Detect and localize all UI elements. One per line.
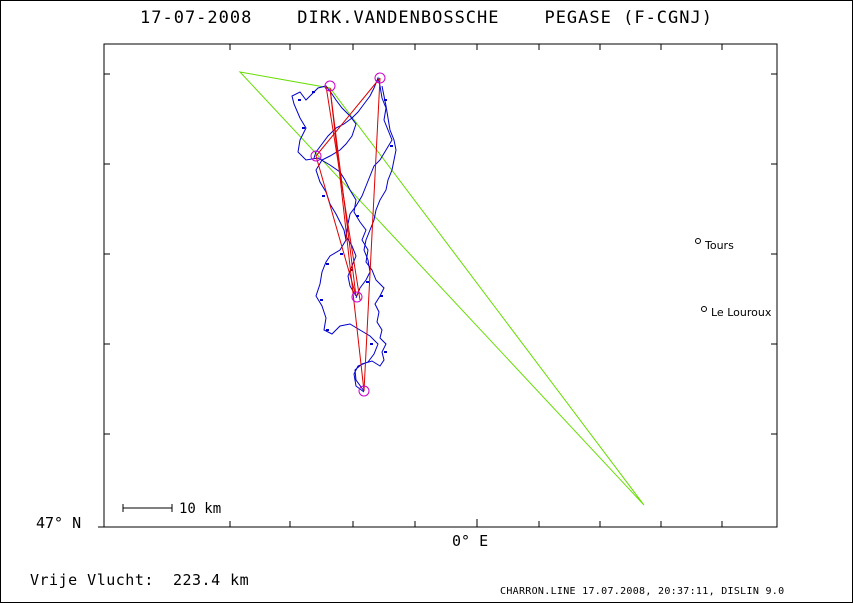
turnpoint-marker — [351, 291, 363, 303]
axis-ticks — [98, 44, 777, 528]
map-frame — [103, 43, 778, 528]
place-marker-le-louroux — [701, 306, 707, 312]
course-legs — [315, 77, 381, 392]
place-marker-tours — [695, 238, 701, 244]
flight-title: 17-07-2008 DIRK.VANDENBOSSCHE PEGASE (F-… — [140, 8, 713, 28]
place-label-le-louroux: Le Louroux — [711, 306, 772, 319]
turnpoint-marker — [310, 150, 322, 162]
footer-info: CHARRON.LINE 17.07.2008, 20:37:11, DISLI… — [500, 586, 785, 597]
fai-triangle — [238, 71, 645, 506]
track-markers — [298, 91, 393, 353]
turnpoint-marker — [324, 80, 336, 92]
turnpoint-marker — [358, 385, 370, 397]
place-label-tours: Tours — [704, 239, 734, 252]
free-flight-distance: Vrije Vlucht: 223.4 km — [30, 571, 250, 589]
flight-track-segment-2 — [355, 85, 397, 299]
latitude-label: 47° N — [36, 514, 82, 532]
turnpoints — [310, 72, 386, 397]
scale-bar-label: 10 km — [179, 501, 221, 517]
scale-bar — [122, 504, 173, 512]
flight-track — [291, 85, 387, 393]
longitude-label: 0° E — [452, 532, 489, 550]
turnpoint-marker — [374, 72, 386, 84]
